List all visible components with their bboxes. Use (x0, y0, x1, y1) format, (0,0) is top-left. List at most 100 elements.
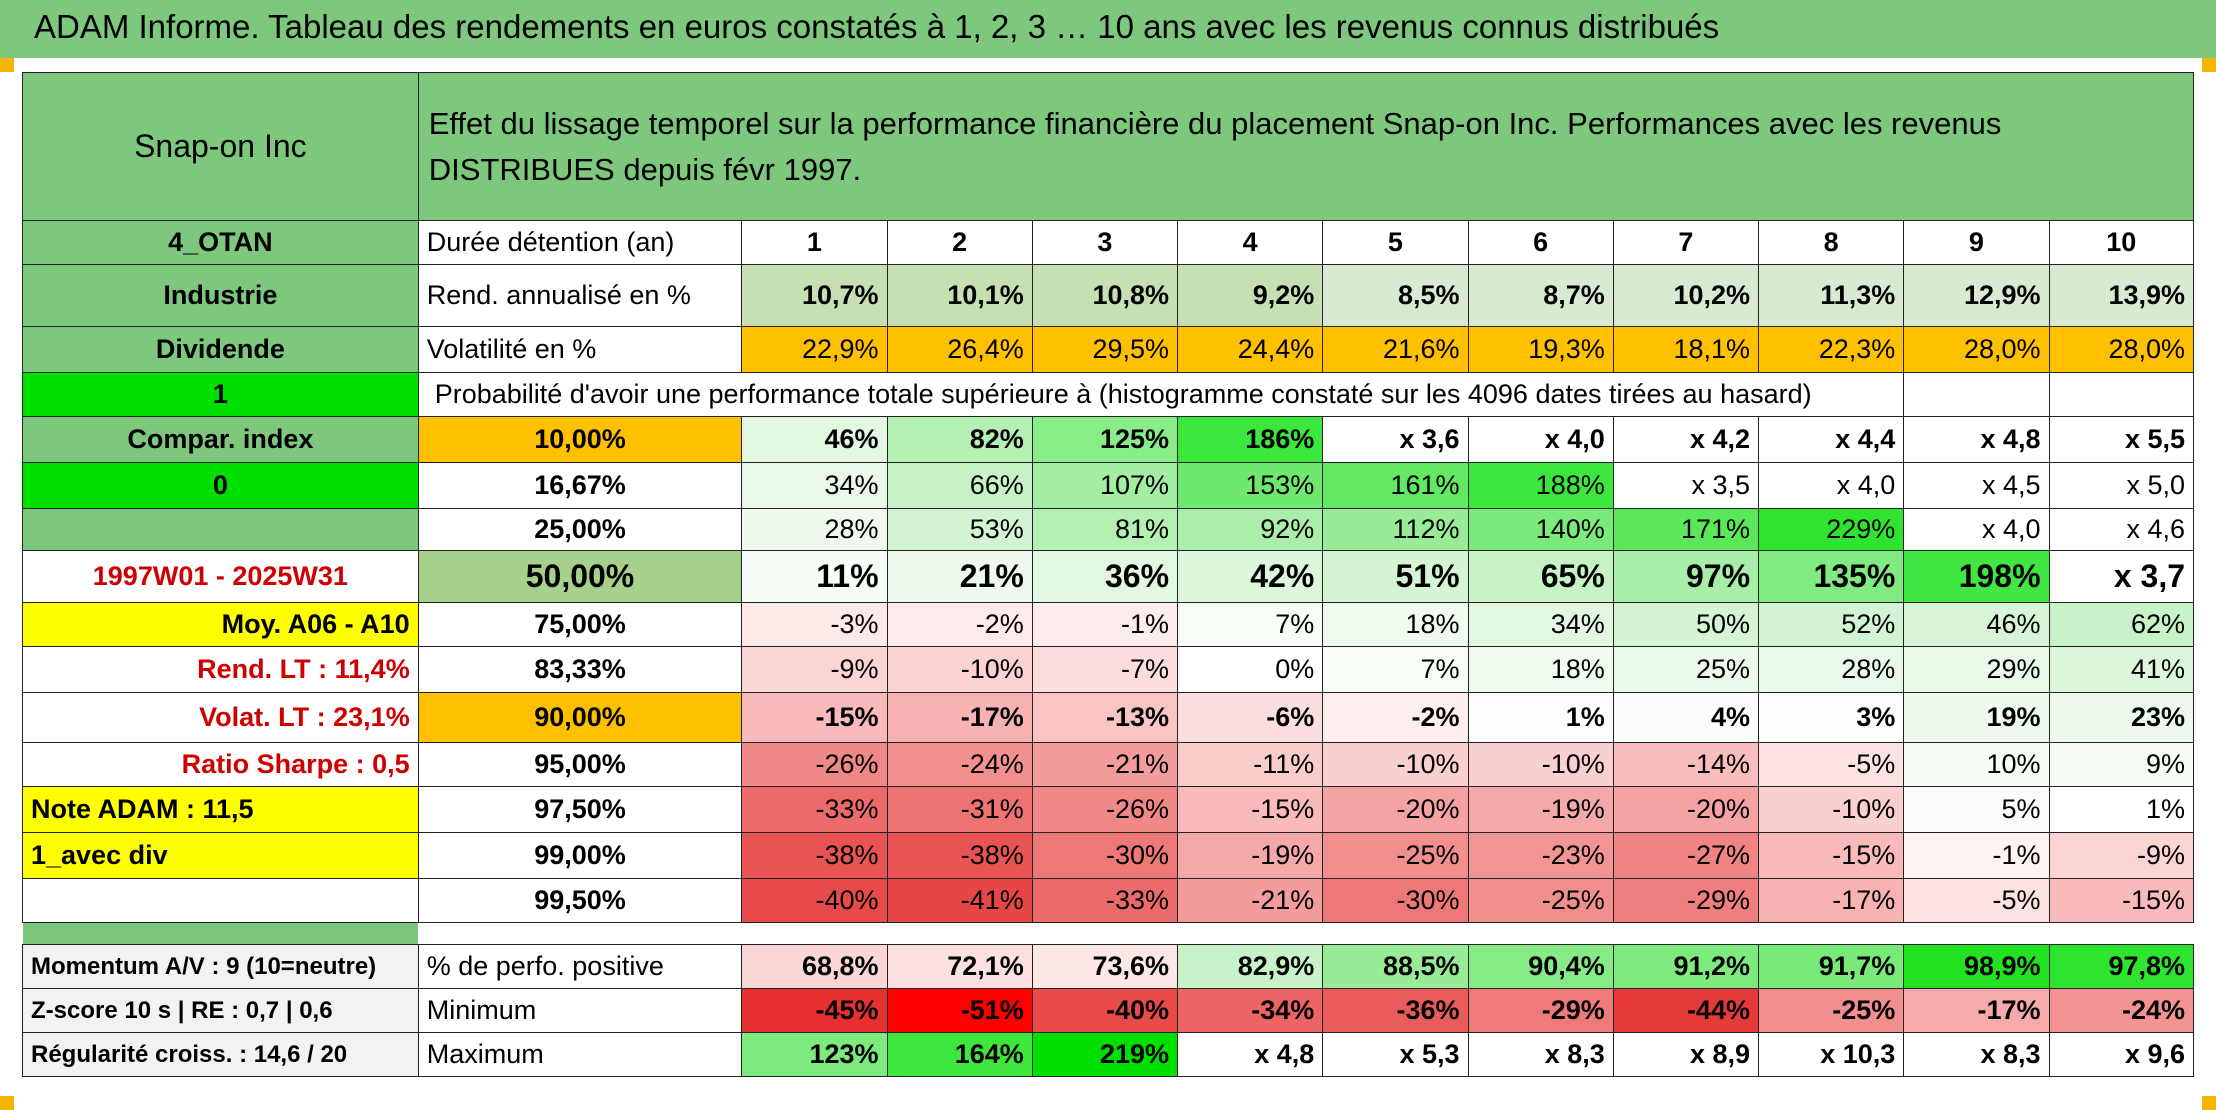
prob-value: x 4,4 (1758, 416, 1905, 463)
prob-row: 1_avec div 99,00% -38% -38% -30% -19% -25% -23%… (22, 832, 2195, 879)
stat-value: 123% (741, 1032, 888, 1077)
prob-value: x 3,6 (1322, 416, 1469, 463)
prob-value: -38% (886, 832, 1033, 879)
otan-label: 4_OTAN (22, 220, 419, 265)
header-row: Snap-on Inc Effet du lissage temporel su… (22, 72, 2195, 221)
vol-value: 26,4% (886, 326, 1033, 373)
compar-label: Compar. index (22, 416, 419, 463)
prob-heading: Probabilité d'avoir une performance tota… (417, 372, 1905, 417)
prob-value: x 5,5 (2048, 416, 2195, 463)
prob-value: 41% (2048, 646, 2195, 693)
momentum-label: Momentum A/V : 9 (10=neutre) (22, 944, 419, 989)
prob-value: 112% (1322, 508, 1469, 551)
prob-value: 5% (1903, 786, 2050, 833)
stat-value: x 4,8 (1177, 1032, 1324, 1077)
spacer-cell (418, 923, 2193, 945)
empty-cell (2048, 372, 2195, 417)
prob-value: x 4,0 (1903, 508, 2050, 551)
prob-value: 19% (1903, 692, 2050, 743)
prob-value: -9% (741, 646, 888, 693)
prob-value: -1% (1031, 602, 1179, 647)
corner-marker (2202, 1096, 2216, 1110)
stat-value: x 8,9 (1612, 1032, 1760, 1077)
moy-label: Moy. A06 - A10 (22, 602, 419, 647)
vol-value: 29,5% (1031, 326, 1179, 373)
year-header: 6 (1467, 220, 1614, 265)
prob-value: 140% (1467, 508, 1614, 551)
prob-value: 62% (2048, 602, 2195, 647)
rend-value: 9,2% (1177, 264, 1324, 327)
stat-value: x 8,3 (1903, 1032, 2050, 1077)
prob-value: 1% (2048, 786, 2195, 833)
year-header: 5 (1322, 220, 1469, 265)
prob-value: 10% (1903, 742, 2050, 787)
regularite-label: Régularité croiss. : 14,6 / 20 (22, 1032, 419, 1077)
stat-value: 73,6% (1031, 944, 1179, 989)
prob-value: -1% (1903, 832, 2050, 879)
prob-value: -17% (1758, 878, 1905, 923)
prob-value: -5% (1903, 878, 2050, 923)
prob-value: 28% (1758, 646, 1905, 693)
prob-value: -19% (1467, 786, 1614, 833)
prob-value: -5% (1758, 742, 1905, 787)
vol-value: 22,3% (1758, 326, 1905, 373)
prob-value: 21% (886, 550, 1033, 603)
prob-value: -10% (1467, 742, 1614, 787)
prob-value: 66% (886, 462, 1033, 509)
prob-value: -25% (1467, 878, 1614, 923)
prob-value: -31% (886, 786, 1033, 833)
prob-value: -11% (1177, 742, 1324, 787)
stat-value: 219% (1031, 1032, 1179, 1077)
vol-value: 18,1% (1612, 326, 1760, 373)
prob-value: -41% (886, 878, 1033, 923)
stat-value: 72,1% (886, 944, 1033, 989)
vol-value: 24,4% (1177, 326, 1324, 373)
prob-value: 11% (741, 550, 888, 603)
rend-value: 8,7% (1467, 264, 1614, 327)
prob-value: x 4,5 (1903, 462, 2050, 509)
stat-value: 97,8% (2048, 944, 2195, 989)
stat-row: Z-score 10 s | RE : 0,7 | 0,6 Minimum -45%… (22, 988, 2195, 1033)
prob-value: x 4,8 (1903, 416, 2050, 463)
stat-label: Minimum (417, 988, 743, 1033)
empty-label (22, 508, 419, 551)
prob-value: -30% (1322, 878, 1469, 923)
prob-value: 25% (1612, 646, 1760, 693)
threshold-pct: 95,00% (417, 742, 743, 787)
threshold-pct: 97,50% (417, 786, 743, 833)
note-label: Note ADAM : 11,5 (22, 786, 419, 833)
year-header: 3 (1031, 220, 1179, 265)
prob-value: -7% (1031, 646, 1179, 693)
rend-value: 10,8% (1031, 264, 1179, 327)
threshold-pct: 50,00% (417, 550, 743, 603)
prob-value: 186% (1177, 416, 1324, 463)
prob-value: -38% (741, 832, 888, 879)
prob-value: 28% (741, 508, 888, 551)
stat-value: -36% (1322, 988, 1469, 1033)
prob-value: -23% (1467, 832, 1614, 879)
stat-value: -25% (1758, 988, 1905, 1033)
prob-value: 46% (1903, 602, 2050, 647)
prob-row: Compar. index 10,00% 46% 82% 125% 186% x 3,6 x … (22, 416, 2195, 463)
year-header: 8 (1758, 220, 1905, 265)
prob-row: 1997W01 - 2025W31 50,00% 11% 21% 36% 42% 51% 65… (22, 550, 2195, 603)
stat-value: x 5,3 (1322, 1032, 1469, 1077)
prob-value: -3% (741, 602, 888, 647)
spacer-cell (22, 922, 419, 945)
performance-table: Snap-on Inc Effet du lissage temporel su… (22, 72, 2195, 1077)
prob-value: 0% (1177, 646, 1324, 693)
prob-row: 25,00% 28% 53% 81% 92% 112% 140% 171% 229% x 4,0 x… (22, 508, 2195, 551)
prob-row: Ratio Sharpe : 0,5 95,00% -26% -24% -21% -11%… (22, 742, 2195, 787)
threshold-pct: 83,33% (417, 646, 743, 693)
prob-row: Moy. A06 - A10 75,00% -3% -2% -1% 7% 18% 34% 50%… (22, 602, 2195, 647)
vol-value: 28,0% (1903, 326, 2050, 373)
report-title: ADAM Informe. Tableau des rendements en … (34, 8, 1720, 45)
prob-value: 3% (1758, 692, 1905, 743)
zscore-label: Z-score 10 s | RE : 0,7 | 0,6 (22, 988, 419, 1033)
stat-value: 82,9% (1177, 944, 1324, 989)
stat-label: % de perfo. positive (417, 944, 743, 989)
prob-heading-row: 1 Probabilité d'avoir une performance to… (22, 372, 2195, 417)
stat-row: Momentum A/V : 9 (10=neutre)% de perfo. … (22, 944, 2195, 989)
rend-value: 8,5% (1322, 264, 1469, 327)
prob-value: x 3,7 (2048, 550, 2195, 603)
